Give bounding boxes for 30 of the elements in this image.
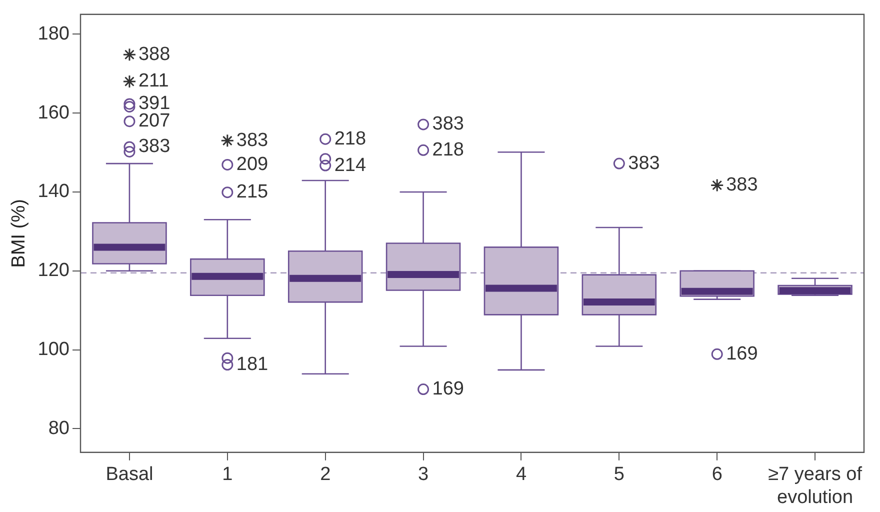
y-tick-label: 120 xyxy=(38,260,70,282)
annotation: 214 xyxy=(334,154,366,176)
y-tick-label: 180 xyxy=(38,23,70,44)
annotation: 388 xyxy=(138,44,170,65)
annotation: 218 xyxy=(432,139,464,160)
x-tick-label: 5 xyxy=(614,464,624,486)
x-tick-label: 6 xyxy=(712,464,722,486)
annotation: 383 xyxy=(432,114,464,135)
annotation: 181 xyxy=(236,354,268,376)
annotation: 169 xyxy=(726,343,758,364)
x-tick-label: 4 xyxy=(516,464,527,486)
x-tick-label: 1 xyxy=(222,464,233,486)
annotation: 211 xyxy=(138,70,169,92)
annotation: 383 xyxy=(138,136,170,158)
annotation: 218 xyxy=(334,128,366,150)
annotation: 383 xyxy=(628,152,660,174)
x-tick-label: ≥7 years of evolution xyxy=(768,464,863,508)
annotation: 215 xyxy=(236,182,268,203)
y-tick-label: 100 xyxy=(38,339,70,360)
annotation: 383 xyxy=(726,174,758,196)
x-tick-label: Basal xyxy=(106,464,154,486)
annotation: 209 xyxy=(236,154,268,175)
x-tick-label: 2 xyxy=(320,464,331,486)
y-tick-label: 160 xyxy=(38,102,70,124)
y-tick-label: 80 xyxy=(48,418,70,439)
annotation: 169 xyxy=(432,378,464,400)
y-axis-title: BMI (%) xyxy=(8,199,30,268)
annotation: 383 xyxy=(236,130,268,151)
y-tick-label: 140 xyxy=(38,181,70,202)
x-tick-label: 3 xyxy=(418,464,429,486)
